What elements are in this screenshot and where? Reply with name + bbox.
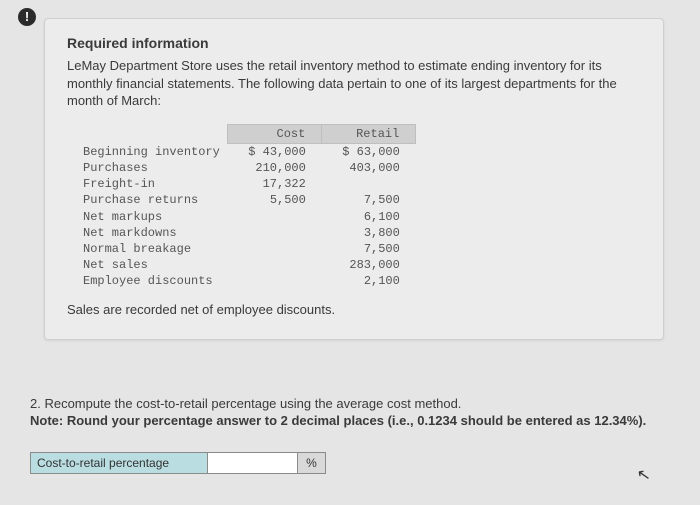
- row-retail: 6,100: [322, 209, 416, 225]
- row-retail: [322, 176, 416, 192]
- row-retail: 7,500: [322, 241, 416, 257]
- row-retail: 3,800: [322, 225, 416, 241]
- alert-icon: !: [18, 8, 36, 26]
- table-row: Purchases210,000403,000: [75, 160, 416, 176]
- answer-label: Cost-to-retail percentage: [30, 452, 208, 474]
- row-cost: [228, 225, 322, 241]
- table-row: Beginning inventory$ 43,000$ 63,000: [75, 143, 416, 160]
- question-text: 2. Recompute the cost-to-retail percenta…: [30, 395, 680, 413]
- row-cost: [228, 241, 322, 257]
- table-row: Employee discounts 2,100: [75, 273, 416, 289]
- row-cost: $ 43,000: [228, 143, 322, 160]
- cursor-icon: ↖: [635, 464, 652, 486]
- row-label: Normal breakage: [75, 241, 228, 257]
- row-label: Net sales: [75, 257, 228, 273]
- card-title: Required information: [67, 35, 641, 51]
- table-row: Net sales 283,000: [75, 257, 416, 273]
- row-label: Purchase returns: [75, 192, 228, 208]
- info-card: Required information LeMay Department St…: [44, 18, 664, 340]
- row-label: Freight-in: [75, 176, 228, 192]
- row-cost: 5,500: [228, 192, 322, 208]
- answer-row: Cost-to-retail percentage %: [30, 452, 680, 474]
- data-table: Cost Retail Beginning inventory$ 43,000$…: [75, 124, 416, 290]
- percentage-input[interactable]: [208, 452, 298, 474]
- row-cost: 17,322: [228, 176, 322, 192]
- row-retail: 7,500: [322, 192, 416, 208]
- row-label: Net markdowns: [75, 225, 228, 241]
- col-header-retail: Retail: [322, 124, 416, 143]
- percent-unit: %: [298, 452, 326, 474]
- row-cost: [228, 209, 322, 225]
- card-intro: LeMay Department Store uses the retail i…: [67, 57, 641, 110]
- question-note: Note: Round your percentage answer to 2 …: [30, 413, 680, 428]
- table-row: Net markdowns 3,800: [75, 225, 416, 241]
- row-cost: [228, 257, 322, 273]
- row-label: Purchases: [75, 160, 228, 176]
- row-label: Net markups: [75, 209, 228, 225]
- row-cost: 210,000: [228, 160, 322, 176]
- table-row: Normal breakage 7,500: [75, 241, 416, 257]
- table-row: Freight-in17,322: [75, 176, 416, 192]
- table-row: Purchase returns5,5007,500: [75, 192, 416, 208]
- col-header-cost: Cost: [228, 124, 322, 143]
- row-cost: [228, 273, 322, 289]
- row-retail: 403,000: [322, 160, 416, 176]
- row-retail: 283,000: [322, 257, 416, 273]
- row-label: Beginning inventory: [75, 143, 228, 160]
- sales-note: Sales are recorded net of employee disco…: [67, 302, 641, 317]
- table-row: Net markups 6,100: [75, 209, 416, 225]
- row-retail: $ 63,000: [322, 143, 416, 160]
- row-label: Employee discounts: [75, 273, 228, 289]
- question-section: 2. Recompute the cost-to-retail percenta…: [30, 395, 680, 474]
- row-retail: 2,100: [322, 273, 416, 289]
